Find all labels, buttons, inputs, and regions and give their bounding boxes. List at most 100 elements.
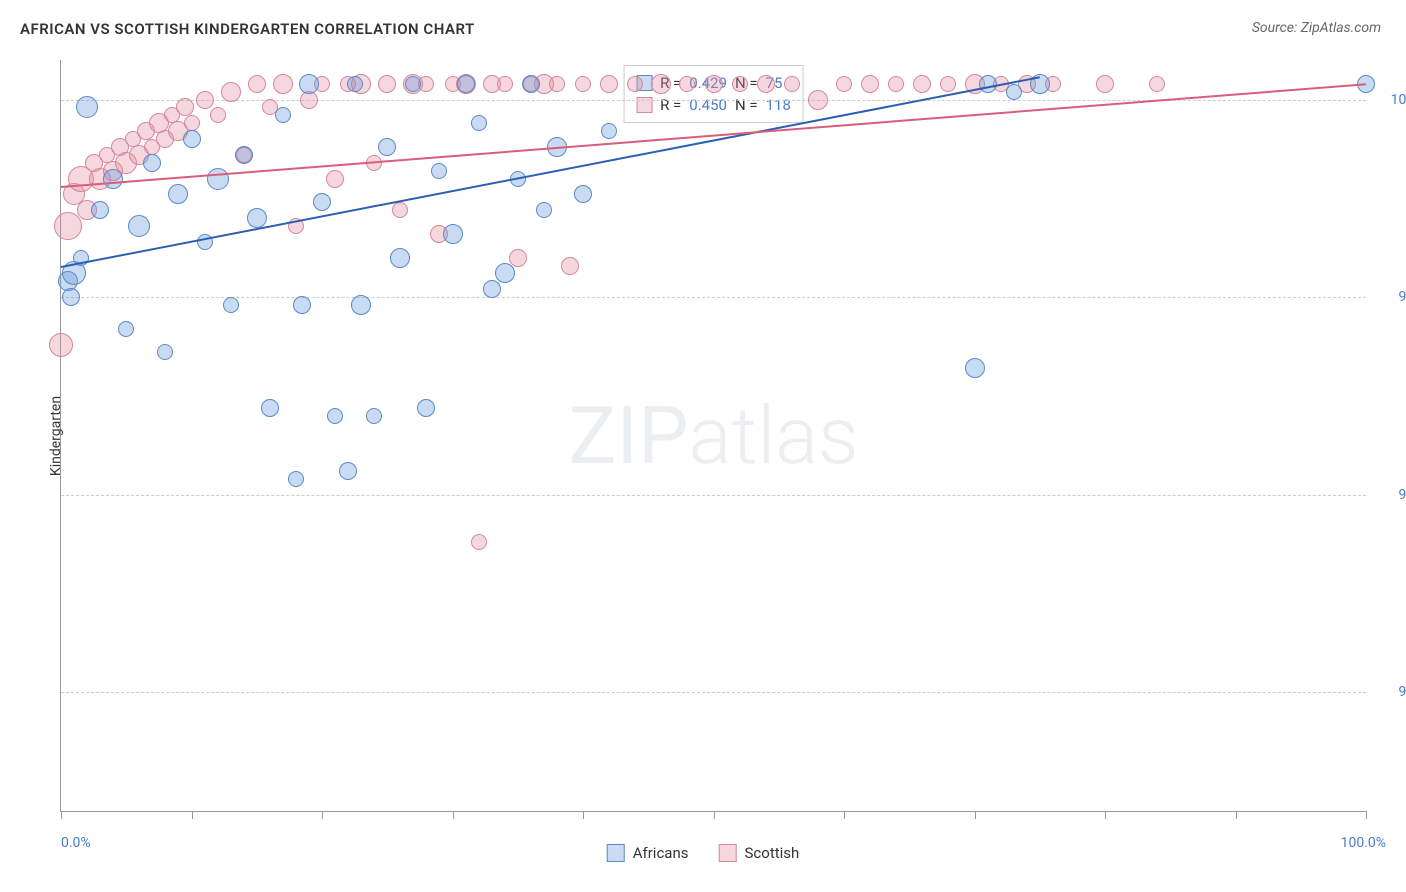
scatter-point-scottish (184, 115, 200, 131)
scatter-point-africans (347, 76, 363, 92)
x-tick (61, 811, 62, 819)
scatter-point-scottish (808, 90, 828, 110)
scatter-point-scottish (561, 257, 579, 275)
gridline (61, 495, 1366, 496)
scatter-point-africans (313, 193, 331, 211)
scatter-point-scottish (705, 75, 723, 93)
x-tick (453, 811, 454, 819)
scatter-point-africans (351, 295, 371, 315)
scatter-point-africans (299, 74, 319, 94)
scatter-point-scottish (913, 75, 931, 93)
scatter-point-africans (339, 462, 357, 480)
correlation-legend: R = 0.429 N = 75 R = 0.450 N = 118 (623, 65, 804, 123)
scatter-point-scottish (651, 74, 671, 94)
scatter-point-africans (366, 408, 382, 424)
scatter-point-africans (979, 75, 997, 93)
scatter-point-africans (235, 146, 253, 164)
scatter-point-africans (1006, 84, 1022, 100)
chart-plot-area: Kindergarten 0.0% 100.0% ZIPatlas R = 0.… (60, 60, 1366, 812)
scatter-point-africans (390, 248, 410, 268)
scatter-point-africans (431, 163, 447, 179)
x-tick (1236, 811, 1237, 819)
scatter-point-africans (247, 208, 267, 228)
scatter-point-africans (183, 130, 201, 148)
scatter-point-africans (157, 344, 173, 360)
chart-title: AFRICAN VS SCOTTISH KINDERGARTEN CORRELA… (20, 20, 475, 38)
scatter-point-africans (536, 202, 552, 218)
scatter-point-scottish (1096, 75, 1114, 93)
scatter-point-scottish (248, 75, 266, 93)
scatter-point-scottish (273, 74, 293, 94)
scatter-point-africans (293, 296, 311, 314)
scatter-point-scottish (549, 76, 565, 92)
scatter-point-scottish (575, 76, 591, 92)
y-axis-label: Kindergarten (48, 395, 64, 475)
scatter-point-africans (965, 358, 985, 378)
x-tick (714, 811, 715, 819)
y-tick-label: 92.5% (1398, 684, 1406, 700)
scatter-point-africans (103, 169, 123, 189)
x-tick (322, 811, 323, 819)
scatter-point-africans (168, 184, 188, 204)
y-tick-label: 100.0% (1391, 92, 1406, 108)
scatter-point-africans (574, 185, 592, 203)
scatter-point-scottish (176, 98, 194, 116)
legend-item-africans: Africans (607, 844, 689, 862)
y-tick-label: 95.0% (1398, 487, 1406, 503)
legend-label-africans: Africans (633, 844, 689, 862)
scatter-point-scottish (471, 534, 487, 550)
scatter-point-africans (483, 280, 501, 298)
scatter-point-scottish (600, 75, 618, 93)
scatter-point-africans (601, 123, 617, 139)
scatter-point-scottish (509, 249, 527, 267)
scatter-point-africans (522, 75, 540, 93)
bottom-legend: Africans Scottish (607, 844, 800, 862)
scatter-point-scottish (732, 76, 748, 92)
x-tick (192, 811, 193, 819)
legend-row-scottish: R = 0.450 N = 118 (636, 94, 791, 116)
scatter-point-scottish (757, 75, 775, 93)
scatter-point-scottish (784, 76, 800, 92)
scatter-point-scottish (210, 107, 226, 123)
scatter-point-scottish (627, 76, 643, 92)
scatter-point-africans (327, 408, 343, 424)
x-tick (583, 811, 584, 819)
scatter-point-africans (471, 115, 487, 131)
scatter-point-africans (417, 399, 435, 417)
scatter-point-africans (128, 215, 150, 237)
scatter-point-scottish (392, 202, 408, 218)
scatter-point-scottish (54, 212, 82, 240)
scatter-point-scottish (196, 91, 214, 109)
scatter-point-africans (443, 224, 463, 244)
scatter-point-scottish (221, 82, 241, 102)
scatter-point-africans (62, 288, 80, 306)
legend-item-scottish: Scottish (719, 844, 800, 862)
scatter-point-scottish (378, 75, 396, 93)
legend-label-scottish: Scottish (745, 844, 800, 862)
x-tick (844, 811, 845, 819)
scatter-point-scottish (888, 76, 904, 92)
scatter-point-scottish (497, 76, 513, 92)
scatter-point-africans (223, 297, 239, 313)
scatter-point-africans (378, 138, 396, 156)
x-tick (975, 811, 976, 819)
scatter-point-scottish (679, 76, 695, 92)
scatter-point-scottish (836, 76, 852, 92)
gridline (61, 297, 1366, 298)
scatter-point-africans (495, 263, 515, 283)
watermark: ZIPatlas (568, 389, 858, 483)
x-axis-min-label: 0.0% (61, 835, 91, 851)
y-tick-label: 97.5% (1398, 289, 1406, 305)
scatter-point-africans (143, 154, 161, 172)
bottom-swatch-scottish (719, 844, 737, 862)
scatter-point-scottish (326, 170, 344, 188)
scatter-point-africans (405, 76, 421, 92)
scatter-point-scottish (940, 76, 956, 92)
x-axis-max-label: 100.0% (1341, 835, 1386, 851)
scatter-point-africans (275, 107, 291, 123)
watermark-zip: ZIP (568, 389, 688, 483)
watermark-atlas: atlas (689, 389, 859, 483)
scatter-point-africans (261, 399, 279, 417)
scatter-point-africans (76, 96, 98, 118)
scatter-point-africans (288, 471, 304, 487)
